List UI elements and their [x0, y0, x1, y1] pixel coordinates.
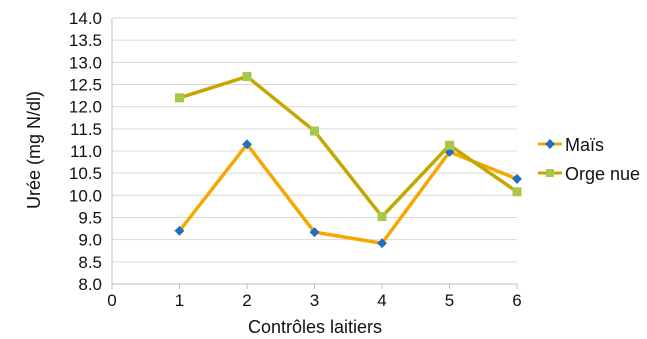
gridlines	[112, 17, 517, 263]
x-tick-label: 3	[310, 291, 319, 310]
y-tick-label: 13.5	[69, 31, 102, 50]
y-tick-label: 9.5	[78, 209, 102, 228]
legend-item-mais: Maïs	[538, 135, 604, 155]
legend-marker-orge-nue	[546, 169, 554, 177]
legend-label-mais: Maïs	[565, 135, 604, 155]
data-point-mais	[309, 227, 320, 238]
data-point-mais	[242, 139, 252, 150]
x-tick-label: 0	[107, 291, 116, 310]
legend: Maïs Orge nue	[538, 135, 640, 184]
y-tick-label: 8.5	[78, 253, 102, 272]
data-point-orge-nue	[175, 93, 184, 103]
data-point-mais	[377, 238, 387, 249]
tick-labels: 8.0 8.5 9.0 9.5 10.0 10.5 11.0 11.5 12.0 12.5 13.0…	[69, 9, 522, 310]
y-axis-title: Urée (mg N/dl)	[24, 91, 44, 209]
series-orge-nue	[175, 72, 522, 222]
data-point-mais	[174, 225, 185, 236]
y-tick-label: 11.5	[70, 120, 102, 139]
y-tick-label: 10.5	[69, 164, 102, 183]
axes	[111, 18, 518, 289]
series-layer	[174, 72, 522, 249]
x-tick-label: 2	[242, 291, 251, 310]
y-tick-label: 11.0	[70, 142, 102, 161]
legend-marker-mais	[545, 139, 555, 149]
y-tick-label: 14.0	[69, 9, 102, 28]
y-tick-label: 12.5	[69, 76, 102, 95]
x-tick-label: 1	[175, 291, 184, 310]
data-point-mais	[512, 173, 522, 184]
x-tick-label: 4	[377, 291, 386, 310]
data-point-orge-nue	[377, 212, 387, 222]
x-tick-label: 6	[512, 291, 521, 310]
y-tick-label: 13.0	[69, 53, 102, 72]
y-tick-label: 12.0	[69, 98, 102, 117]
series-mais	[174, 139, 522, 249]
y-tick-label: 9.0	[78, 231, 102, 250]
series-line-mais	[178, 142, 518, 245]
y-tick-label: 10.0	[69, 186, 102, 205]
x-axis-title: Contrôles laitiers	[248, 317, 382, 337]
data-point-orge-nue	[310, 126, 319, 136]
data-point-orge-nue	[512, 187, 522, 197]
legend-label-orge-nue: Orge nue	[565, 164, 640, 184]
data-point-orge-nue	[445, 140, 454, 150]
series-line-orge-nue	[178, 74, 518, 219]
data-point-orge-nue	[242, 72, 252, 82]
legend-item-orge-nue: Orge nue	[538, 164, 640, 184]
x-tick-label: 5	[445, 291, 454, 310]
y-tick-label: 8.0	[78, 275, 102, 294]
